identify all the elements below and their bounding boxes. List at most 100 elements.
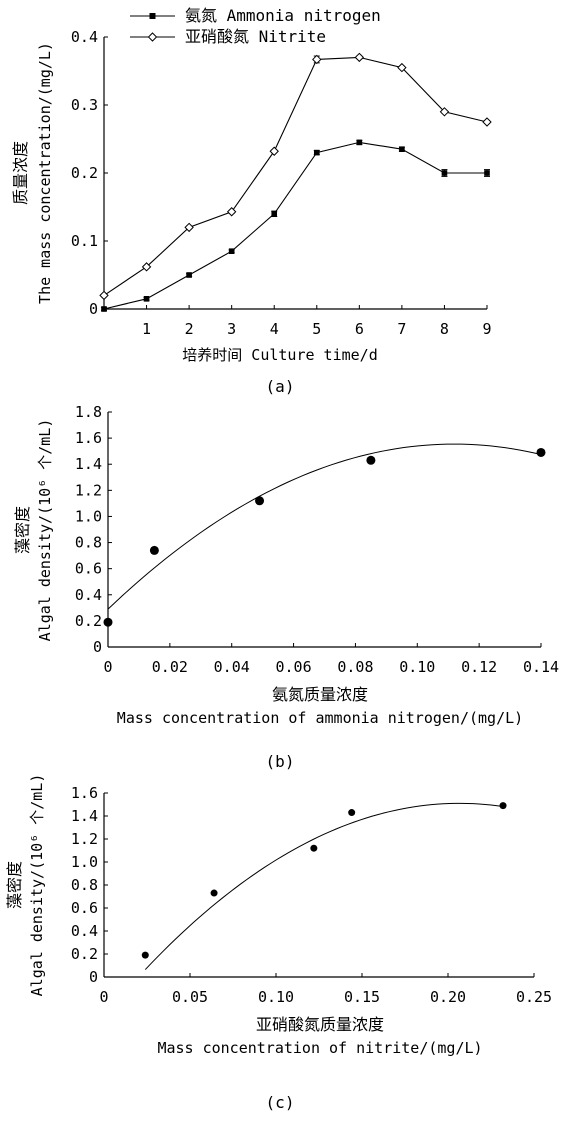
data-point <box>103 617 113 627</box>
y-axis-title-en: The mass concentration/(mg/L) <box>36 42 54 304</box>
y-tick-label: 1.6 <box>71 784 98 802</box>
data-point-nitrite <box>354 52 365 63</box>
y-tick-label: 0.8 <box>75 534 102 552</box>
fit-curve <box>144 802 504 970</box>
y-tick-label: 0.2 <box>71 945 98 963</box>
y-tick-label: 1.4 <box>71 807 98 825</box>
y-tick-label: 0.2 <box>75 612 102 630</box>
y-tick-label: 0.8 <box>71 876 98 894</box>
x-tick-label: 2 <box>185 320 194 338</box>
x-tick-label: 0 <box>99 988 108 1006</box>
y-tick-label: 0.1 <box>71 232 98 250</box>
data-point <box>310 844 318 852</box>
data-point-ammonia <box>101 306 107 312</box>
data-point-nitrite <box>439 107 450 117</box>
y-tick-label: 1.2 <box>71 830 98 848</box>
y-tick-label: 1.2 <box>75 481 102 499</box>
x-axis-title-cn: 亚硝酸氮质量浓度 <box>256 1015 384 1034</box>
data-point-nitrite <box>269 146 279 156</box>
y-axis-title-cn: 质量浓度 <box>11 141 30 205</box>
x-tick-label: 0.04 <box>214 658 250 676</box>
series-line-nitrite <box>103 56 488 296</box>
y-axis-title-en: Algal density/(10⁶ 个/mL) <box>28 774 46 997</box>
data-point-ammonia <box>143 296 150 302</box>
x-axis-title-en: Mass concentration of nitrite/(mg/L) <box>157 1039 482 1057</box>
y-axis-title-cn: 藻密度 <box>5 861 24 909</box>
legend-marker-ammonia <box>149 13 156 19</box>
y-axis-title-en: Algal density/(10⁶ 个/mL) <box>36 419 54 642</box>
x-tick-label: 0.02 <box>152 658 188 676</box>
data-point-ammonia <box>441 170 448 176</box>
x-tick-label: 0.14 <box>523 658 559 676</box>
x-axis-title-cn: 氨氮质量浓度 <box>272 685 368 704</box>
y-tick-label: 1.4 <box>75 455 102 473</box>
legend-label-ammonia: 氨氮 Ammonia nitrogen <box>185 6 381 25</box>
data-point-nitrite <box>99 290 109 301</box>
data-point-ammonia <box>271 211 278 217</box>
series-line-ammonia <box>103 141 487 310</box>
y-tick-label: 0.2 <box>71 164 98 182</box>
caption-a: (a) <box>266 377 295 396</box>
data-point-nitrite <box>141 262 152 272</box>
x-tick-label: 0.10 <box>399 658 435 676</box>
data-point-nitrite <box>184 222 194 233</box>
data-point-nitrite <box>397 62 407 73</box>
caption-b: (b) <box>266 752 295 771</box>
y-tick-label: 1.0 <box>71 853 98 871</box>
data-point-nitrite <box>226 207 237 217</box>
data-point <box>536 447 546 457</box>
legend-label-nitrite: 亚硝酸氮 Nitrite <box>185 27 326 46</box>
y-tick-label: 0.4 <box>71 28 98 46</box>
y-tick-label: 0 <box>89 300 98 318</box>
y-tick-label: 0.6 <box>71 899 98 917</box>
chart-c <box>103 792 535 978</box>
x-tick-label: 0.06 <box>276 658 312 676</box>
data-point <box>499 802 507 810</box>
x-tick-label: 0.05 <box>172 988 208 1006</box>
data-point-ammonia <box>399 146 405 152</box>
data-point <box>210 889 218 897</box>
x-tick-label: 5 <box>312 320 321 338</box>
data-point <box>348 809 356 817</box>
chart-a <box>99 36 492 312</box>
x-axis-title: 培养时间 Culture time/d <box>182 346 377 364</box>
y-axis-title-cn: 藻密度 <box>13 506 32 554</box>
x-tick-label: 0.15 <box>344 988 380 1006</box>
data-point <box>366 455 376 465</box>
y-tick-label: 0.4 <box>71 922 98 940</box>
y-tick-label: 0.6 <box>75 560 102 578</box>
x-tick-label: 6 <box>355 320 364 338</box>
y-tick-label: 1.6 <box>75 429 102 447</box>
y-tick-label: 1.8 <box>75 403 102 421</box>
data-point-ammonia <box>313 149 320 156</box>
x-tick-label: 8 <box>440 320 449 338</box>
data-point-ammonia <box>356 139 363 146</box>
x-tick-label: 0.12 <box>461 658 497 676</box>
data-point-ammonia <box>186 272 192 278</box>
x-tick-label: 0.20 <box>430 988 466 1006</box>
x-tick-label: 4 <box>270 320 279 338</box>
y-tick-label: 1.0 <box>75 507 102 525</box>
legend-marker-nitrite <box>147 32 158 42</box>
caption-c: (c) <box>266 1093 295 1112</box>
x-tick-label: 1 <box>142 320 151 338</box>
x-tick-label: 3 <box>227 320 236 338</box>
y-tick-label: 0.4 <box>75 586 102 604</box>
x-tick-label: 0.25 <box>516 988 552 1006</box>
y-tick-label: 0.3 <box>71 96 98 114</box>
data-point-ammonia <box>484 170 490 176</box>
data-point-nitrite <box>482 117 492 127</box>
x-tick-label: 0.10 <box>258 988 294 1006</box>
fit-curve <box>107 443 542 610</box>
y-tick-label: 0 <box>93 638 102 656</box>
data-point <box>255 496 265 506</box>
data-point <box>149 545 159 555</box>
x-tick-label: 0.08 <box>337 658 373 676</box>
chart-b <box>103 411 546 648</box>
x-tick-label: 0 <box>103 658 112 676</box>
x-tick-label: 9 <box>482 320 491 338</box>
x-axis-title-en: Mass concentration of ammonia nitrogen/(… <box>117 709 523 727</box>
x-tick-label: 7 <box>397 320 406 338</box>
data-point-ammonia <box>228 248 235 254</box>
